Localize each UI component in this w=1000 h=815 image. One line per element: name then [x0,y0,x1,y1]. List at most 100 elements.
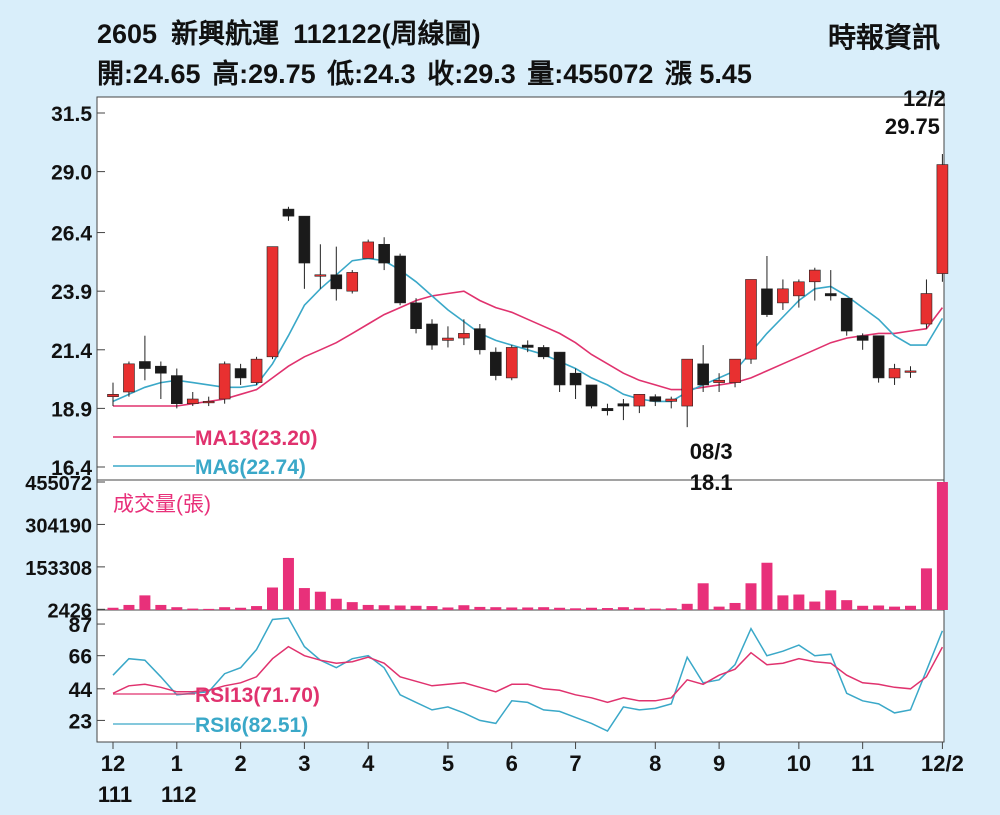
volume-bar [203,608,215,610]
volume-bar [825,590,837,610]
candle-body [713,379,725,383]
price-tick-label: 21.4 [51,340,92,363]
volume-bar [155,604,167,610]
candle-body [553,351,566,386]
candle-body [904,370,917,373]
volume-bar [936,482,948,610]
rsi-tick-label: 87 [69,614,92,637]
candle-body [362,241,375,259]
price-tick-label: 26.4 [51,223,92,246]
candle-body [872,335,885,379]
candle-body [155,365,167,374]
x-tick-year: 112 [161,782,197,807]
rsi13-legend-label: RSI13(71.70) [195,684,320,707]
candle-body [936,164,949,274]
volume-tick-label: 455072 [25,473,92,495]
volume-bar [889,606,901,610]
volume-bar [139,595,151,610]
x-tick-year: 111 [98,782,132,807]
candle-body [840,297,853,332]
volume-bar [857,605,869,610]
volume-bar [298,588,310,610]
volume-bar [729,602,741,610]
volume-bar [713,606,725,610]
candle-body [665,398,678,402]
x-tick-label: 6 [506,751,518,776]
high-annotation-date: 12/2 [903,86,946,111]
x-tick-label: 10 [787,751,811,776]
low-value: 低:24.3 [327,59,416,89]
candle-body [282,208,295,217]
x-tick-label: 3 [298,751,310,776]
candle-body [856,335,869,341]
volume-bar [777,595,789,610]
candle-body [266,246,279,358]
volume-panel [96,479,945,611]
candle-body [474,328,486,351]
volume-bar [251,606,263,610]
candle-body [920,293,933,325]
volume-bar [314,591,326,610]
rsi13-line [112,645,944,704]
price-layer: MA13(23.20) MA6(22.74) 12/2 29.75 08/3 18.1 [107,86,949,495]
volume-bar [474,606,486,610]
volume-bar [394,605,406,610]
volume-bar [617,607,629,610]
rsi6-legend-label: RSI6(82.51) [195,714,308,737]
volume-bar [761,562,773,610]
volume-bar [745,583,757,610]
open-value: 開:24.65 [97,59,201,89]
candle-body [171,375,183,405]
volume-bar [490,607,502,610]
rsi-panel [96,609,945,743]
volume-tick-label: 2426 [48,600,93,622]
volume-tick-label: 304190 [25,515,92,537]
candle-body [505,347,518,379]
rsi-tick-label: 23 [69,710,92,733]
volume-bar [809,601,821,610]
volume-bar [330,598,342,610]
volume-bar [649,608,661,610]
rsi-tick-label: 44 [69,679,93,702]
candle-body [745,279,757,360]
candle-body [697,363,709,386]
candle-body [314,274,327,277]
candle-body [202,401,215,404]
candle-body [489,351,502,376]
volume-bar [187,608,199,610]
candle-body [234,368,247,379]
close-value: 收:29.3 [427,59,516,89]
volume-bar [905,605,916,610]
volume-bar [681,603,693,610]
volume-bar [665,608,677,610]
candle-body [394,255,406,304]
candle-body [585,384,598,407]
volume-tick-label: 153308 [25,558,92,580]
x-tick-label: 2 [234,751,246,776]
candle-body [601,408,614,412]
ma13-legend-label: MA13(23.20) [195,427,318,450]
candle-body [186,398,199,405]
volume-bar [697,583,709,610]
x-tick-label: 8 [649,751,661,776]
volume-bar [570,608,582,610]
volume-bar [410,605,422,610]
candle-body [346,272,359,292]
high-annotation-value: 29.75 [885,114,940,139]
candle-body [107,394,119,397]
candle-body [378,243,390,264]
x-tick-label: 12 [101,751,125,776]
x-tick-label: 4 [362,751,375,776]
x-tick-label: 11 [851,751,874,776]
ma6-legend-label: MA6(22.74) [195,456,306,479]
candle-body [426,323,438,346]
candle-body [250,358,263,383]
candle-body [298,215,311,264]
volume-bar [107,607,119,610]
volume-bar [346,602,358,610]
rsi6-line [112,617,944,732]
volume-title: 成交量(張) [113,493,211,516]
candle-body [218,363,231,400]
volume-bar [282,557,294,610]
